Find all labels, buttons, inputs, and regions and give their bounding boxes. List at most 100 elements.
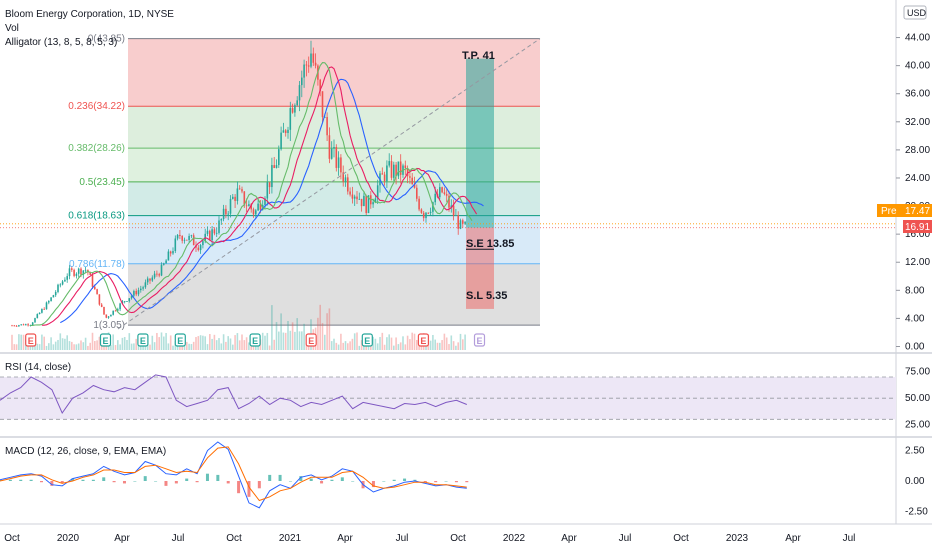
candle-body bbox=[163, 263, 165, 265]
candle-body bbox=[98, 294, 101, 305]
volume-bar bbox=[271, 305, 273, 350]
trend-line[interactable] bbox=[117, 38, 541, 330]
candle-body bbox=[232, 196, 234, 199]
volume-bar bbox=[57, 339, 59, 350]
candle-body bbox=[153, 273, 156, 278]
volume-bar bbox=[151, 335, 154, 350]
candle-body bbox=[264, 198, 266, 205]
volume-bar bbox=[165, 332, 167, 350]
rsi-legend[interactable]: RSI (14, close) bbox=[5, 362, 71, 373]
candle-body bbox=[455, 215, 457, 217]
price-axis-label: 44.00 bbox=[905, 33, 930, 44]
candle-body bbox=[140, 288, 142, 291]
macd-histogram-bar bbox=[154, 481, 158, 482]
macd-histogram-bar bbox=[392, 479, 396, 481]
macd-histogram-bar bbox=[465, 481, 469, 483]
symbol-title[interactable]: Bloom Energy Corporation, 1D, NYSE bbox=[5, 9, 174, 20]
macd-histogram-bar bbox=[102, 477, 106, 481]
candle-body bbox=[429, 211, 432, 213]
volume-bar bbox=[77, 343, 80, 350]
macd-pane[interactable] bbox=[0, 441, 469, 509]
candle-body bbox=[441, 187, 443, 193]
pre-label: Pre bbox=[881, 206, 897, 217]
volume-bar bbox=[215, 340, 218, 350]
volume-bar bbox=[13, 344, 16, 350]
last-value: 16.91 bbox=[905, 222, 930, 233]
candle-body bbox=[459, 220, 462, 229]
macd-legend[interactable]: MACD (12, 26, close, 9, EMA, EMA) bbox=[5, 446, 166, 457]
candle-body bbox=[64, 279, 66, 282]
candle-body bbox=[112, 310, 114, 315]
alligator-legend[interactable]: Alligator (13, 8, 5, 8, 5, 3) bbox=[5, 37, 117, 48]
candle-body bbox=[284, 130, 287, 134]
earnings-marker: E bbox=[305, 333, 317, 347]
candle-body bbox=[328, 135, 331, 159]
volume-bar bbox=[358, 345, 361, 350]
macd-histogram-bar bbox=[133, 481, 137, 482]
target-boxes bbox=[0, 58, 896, 309]
price-axis[interactable]: 44.0040.0036.0032.0028.0024.0020.0016.00… bbox=[896, 33, 930, 353]
rsi-axis-label: 25.00 bbox=[905, 420, 930, 431]
candle-body bbox=[443, 192, 446, 194]
stop-loss-note: S.L 5.35 bbox=[466, 290, 507, 302]
earnings-marker-box bbox=[473, 333, 486, 347]
candle-body bbox=[38, 312, 41, 315]
candle-body bbox=[406, 168, 409, 177]
time-axis-label: Oct bbox=[450, 533, 466, 544]
currency-label: USD bbox=[907, 8, 927, 18]
volume-bar bbox=[289, 330, 292, 350]
candle-body bbox=[45, 302, 48, 310]
volume-bar bbox=[220, 343, 223, 350]
rsi-pane[interactable] bbox=[0, 374, 896, 420]
time-axis-label: Apr bbox=[337, 533, 353, 544]
candle-body bbox=[397, 161, 400, 177]
candle-body bbox=[434, 193, 436, 203]
volume-bar bbox=[328, 308, 331, 350]
volume-bar bbox=[245, 337, 248, 350]
volume-bar bbox=[186, 341, 188, 350]
time-axis-label: 2020 bbox=[57, 533, 80, 544]
volume-bar bbox=[123, 337, 126, 350]
candle-body bbox=[416, 187, 418, 199]
macd-histogram-bar bbox=[8, 479, 12, 481]
alligator-jaw bbox=[60, 78, 484, 324]
candle-body bbox=[54, 291, 57, 296]
candle-body bbox=[89, 272, 91, 275]
candle-body bbox=[305, 64, 308, 66]
volume-bar bbox=[130, 343, 133, 350]
rsi-axis-label: 50.00 bbox=[905, 393, 930, 404]
fib-label: 0.618(18.63) bbox=[68, 211, 125, 222]
volume-bar bbox=[360, 340, 363, 350]
candle-body bbox=[75, 273, 78, 276]
volume-bar bbox=[199, 335, 202, 350]
candle-body bbox=[43, 308, 45, 310]
volume-bar bbox=[333, 338, 335, 350]
candle-body bbox=[291, 108, 294, 113]
volume-bar bbox=[110, 344, 112, 350]
earnings-marker-box bbox=[174, 333, 186, 347]
volume-bar bbox=[153, 342, 156, 350]
volume-bar bbox=[330, 341, 333, 350]
volume-bar bbox=[204, 336, 206, 350]
candle-body bbox=[71, 268, 73, 270]
candle-body bbox=[241, 189, 243, 192]
candle-body bbox=[381, 173, 384, 175]
time-axis[interactable]: Oct 2020 Apr Jul Oct 2021 Apr Jul Oct 2022 Apr Jul O… bbox=[4, 533, 855, 544]
candle-body bbox=[271, 165, 273, 188]
candle-body bbox=[211, 229, 213, 241]
time-axis-label: Oct bbox=[226, 533, 242, 544]
volume-bar bbox=[416, 339, 418, 350]
volume-bar bbox=[268, 345, 271, 350]
candle-body bbox=[303, 64, 305, 78]
candle-body bbox=[149, 278, 151, 281]
volume-legend[interactable]: Vol bbox=[5, 23, 19, 34]
candle-body bbox=[169, 251, 172, 254]
candle-body bbox=[119, 303, 121, 310]
candle-body bbox=[229, 198, 232, 214]
volume-bar bbox=[395, 337, 397, 350]
currency-badge[interactable]: USD bbox=[903, 5, 927, 20]
volume-bar bbox=[41, 334, 43, 350]
fib-label: 0(43.85) bbox=[88, 34, 125, 45]
candle-body bbox=[236, 188, 239, 202]
